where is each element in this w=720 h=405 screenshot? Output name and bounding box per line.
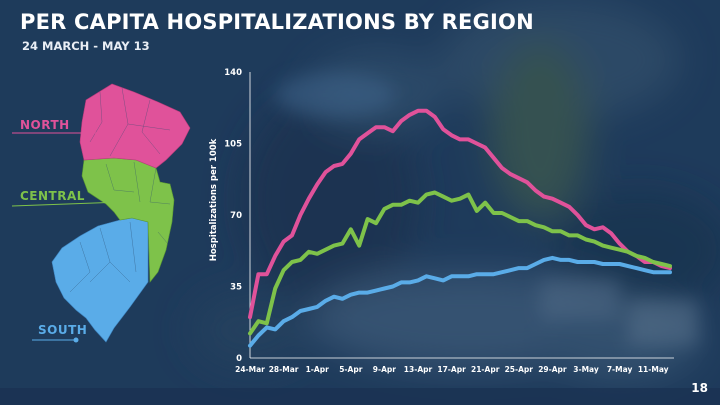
series-lines bbox=[248, 108, 672, 348]
page-number: 18 bbox=[691, 381, 708, 395]
map-region-north bbox=[79, 83, 191, 169]
x-tick-label: 13-Apr bbox=[404, 365, 433, 374]
series-line-south bbox=[248, 255, 672, 348]
south-marker-dot bbox=[73, 337, 79, 343]
y-axis-label: Hospitalizations per 100k bbox=[209, 138, 219, 261]
region-label-south: SOUTH bbox=[38, 323, 88, 337]
y-axis: 0 35 70 105 140 bbox=[224, 68, 251, 364]
x-tick-label: 17-Apr bbox=[437, 365, 466, 374]
central-marker-dot bbox=[119, 199, 125, 205]
x-tick-label: 7-May bbox=[607, 365, 633, 374]
region-label-central: CENTRAL bbox=[20, 189, 85, 203]
slide-title: PER CAPITA HOSPITALIZATIONS BY REGION bbox=[20, 10, 534, 34]
y-tick-label: 35 bbox=[230, 283, 242, 293]
x-axis: 24-Mar 28-Mar 1-Apr 5-Apr 9-Apr 13-Apr 17-Apr 2… bbox=[235, 357, 674, 374]
x-tick-label: 1-Apr bbox=[306, 365, 330, 374]
x-tick-label: 29-Apr bbox=[538, 365, 567, 374]
map-region-south bbox=[51, 217, 149, 343]
x-tick-label: 25-Apr bbox=[505, 365, 534, 374]
y-tick-label: 0 bbox=[236, 354, 242, 364]
y-tick-label: 140 bbox=[224, 68, 242, 78]
x-tick-label: 9-Apr bbox=[373, 365, 397, 374]
central-leader-line bbox=[11, 201, 123, 207]
y-tick-label: 105 bbox=[224, 140, 242, 150]
series-line-central bbox=[248, 190, 672, 336]
x-tick-label: 3-May bbox=[573, 365, 599, 374]
y-tick-label: 70 bbox=[230, 211, 242, 221]
north-marker-dot bbox=[99, 130, 105, 136]
nj-region-map bbox=[11, 83, 191, 343]
region-label-north: NORTH bbox=[20, 118, 70, 132]
x-tick-label: 21-Apr bbox=[471, 365, 500, 374]
x-tick-label: 11-May bbox=[638, 365, 669, 374]
series-line-north bbox=[248, 108, 672, 320]
x-tick-label: 24-Mar bbox=[235, 365, 265, 374]
slide-subtitle: 24 MARCH - MAY 13 bbox=[22, 39, 150, 53]
x-tick-label: 5-Apr bbox=[339, 365, 363, 374]
x-tick-label: 28-Mar bbox=[269, 365, 299, 374]
